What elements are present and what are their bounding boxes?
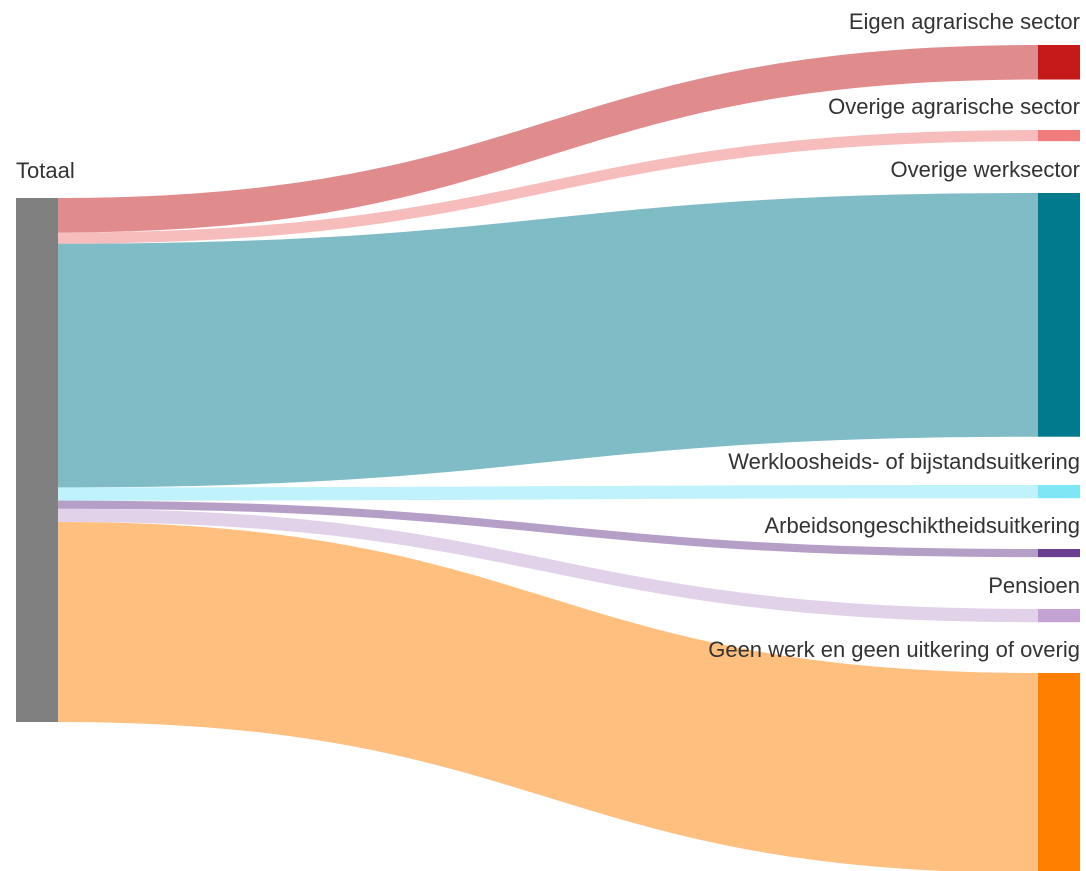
target-node [1038,609,1080,623]
node-label: Geen werk en geen uitkering of overig [708,637,1080,662]
node-label: Arbeidsongeschiktheidsuitkering [764,513,1080,538]
flow [58,508,1038,623]
flow [58,45,1038,233]
node-label: Eigen agrarische sector [849,9,1080,34]
node-label: Werkloosheids- of bijstandsuitkering [728,449,1080,474]
target-node [1038,45,1080,80]
target-node [1038,549,1080,558]
flow [58,130,1038,244]
target-node [1038,485,1080,499]
flow [58,193,1038,488]
target-node [1038,673,1080,871]
flow [58,521,1038,871]
target-node [1038,193,1080,437]
node-label: Pensioen [988,573,1080,598]
source-node [16,198,58,722]
flow [58,485,1038,501]
node-label: Totaal [16,158,75,183]
node-label: Overige agrarische sector [828,94,1080,119]
flow [58,500,1038,558]
target-node [1038,130,1080,142]
node-label: Overige werksector [890,157,1080,182]
